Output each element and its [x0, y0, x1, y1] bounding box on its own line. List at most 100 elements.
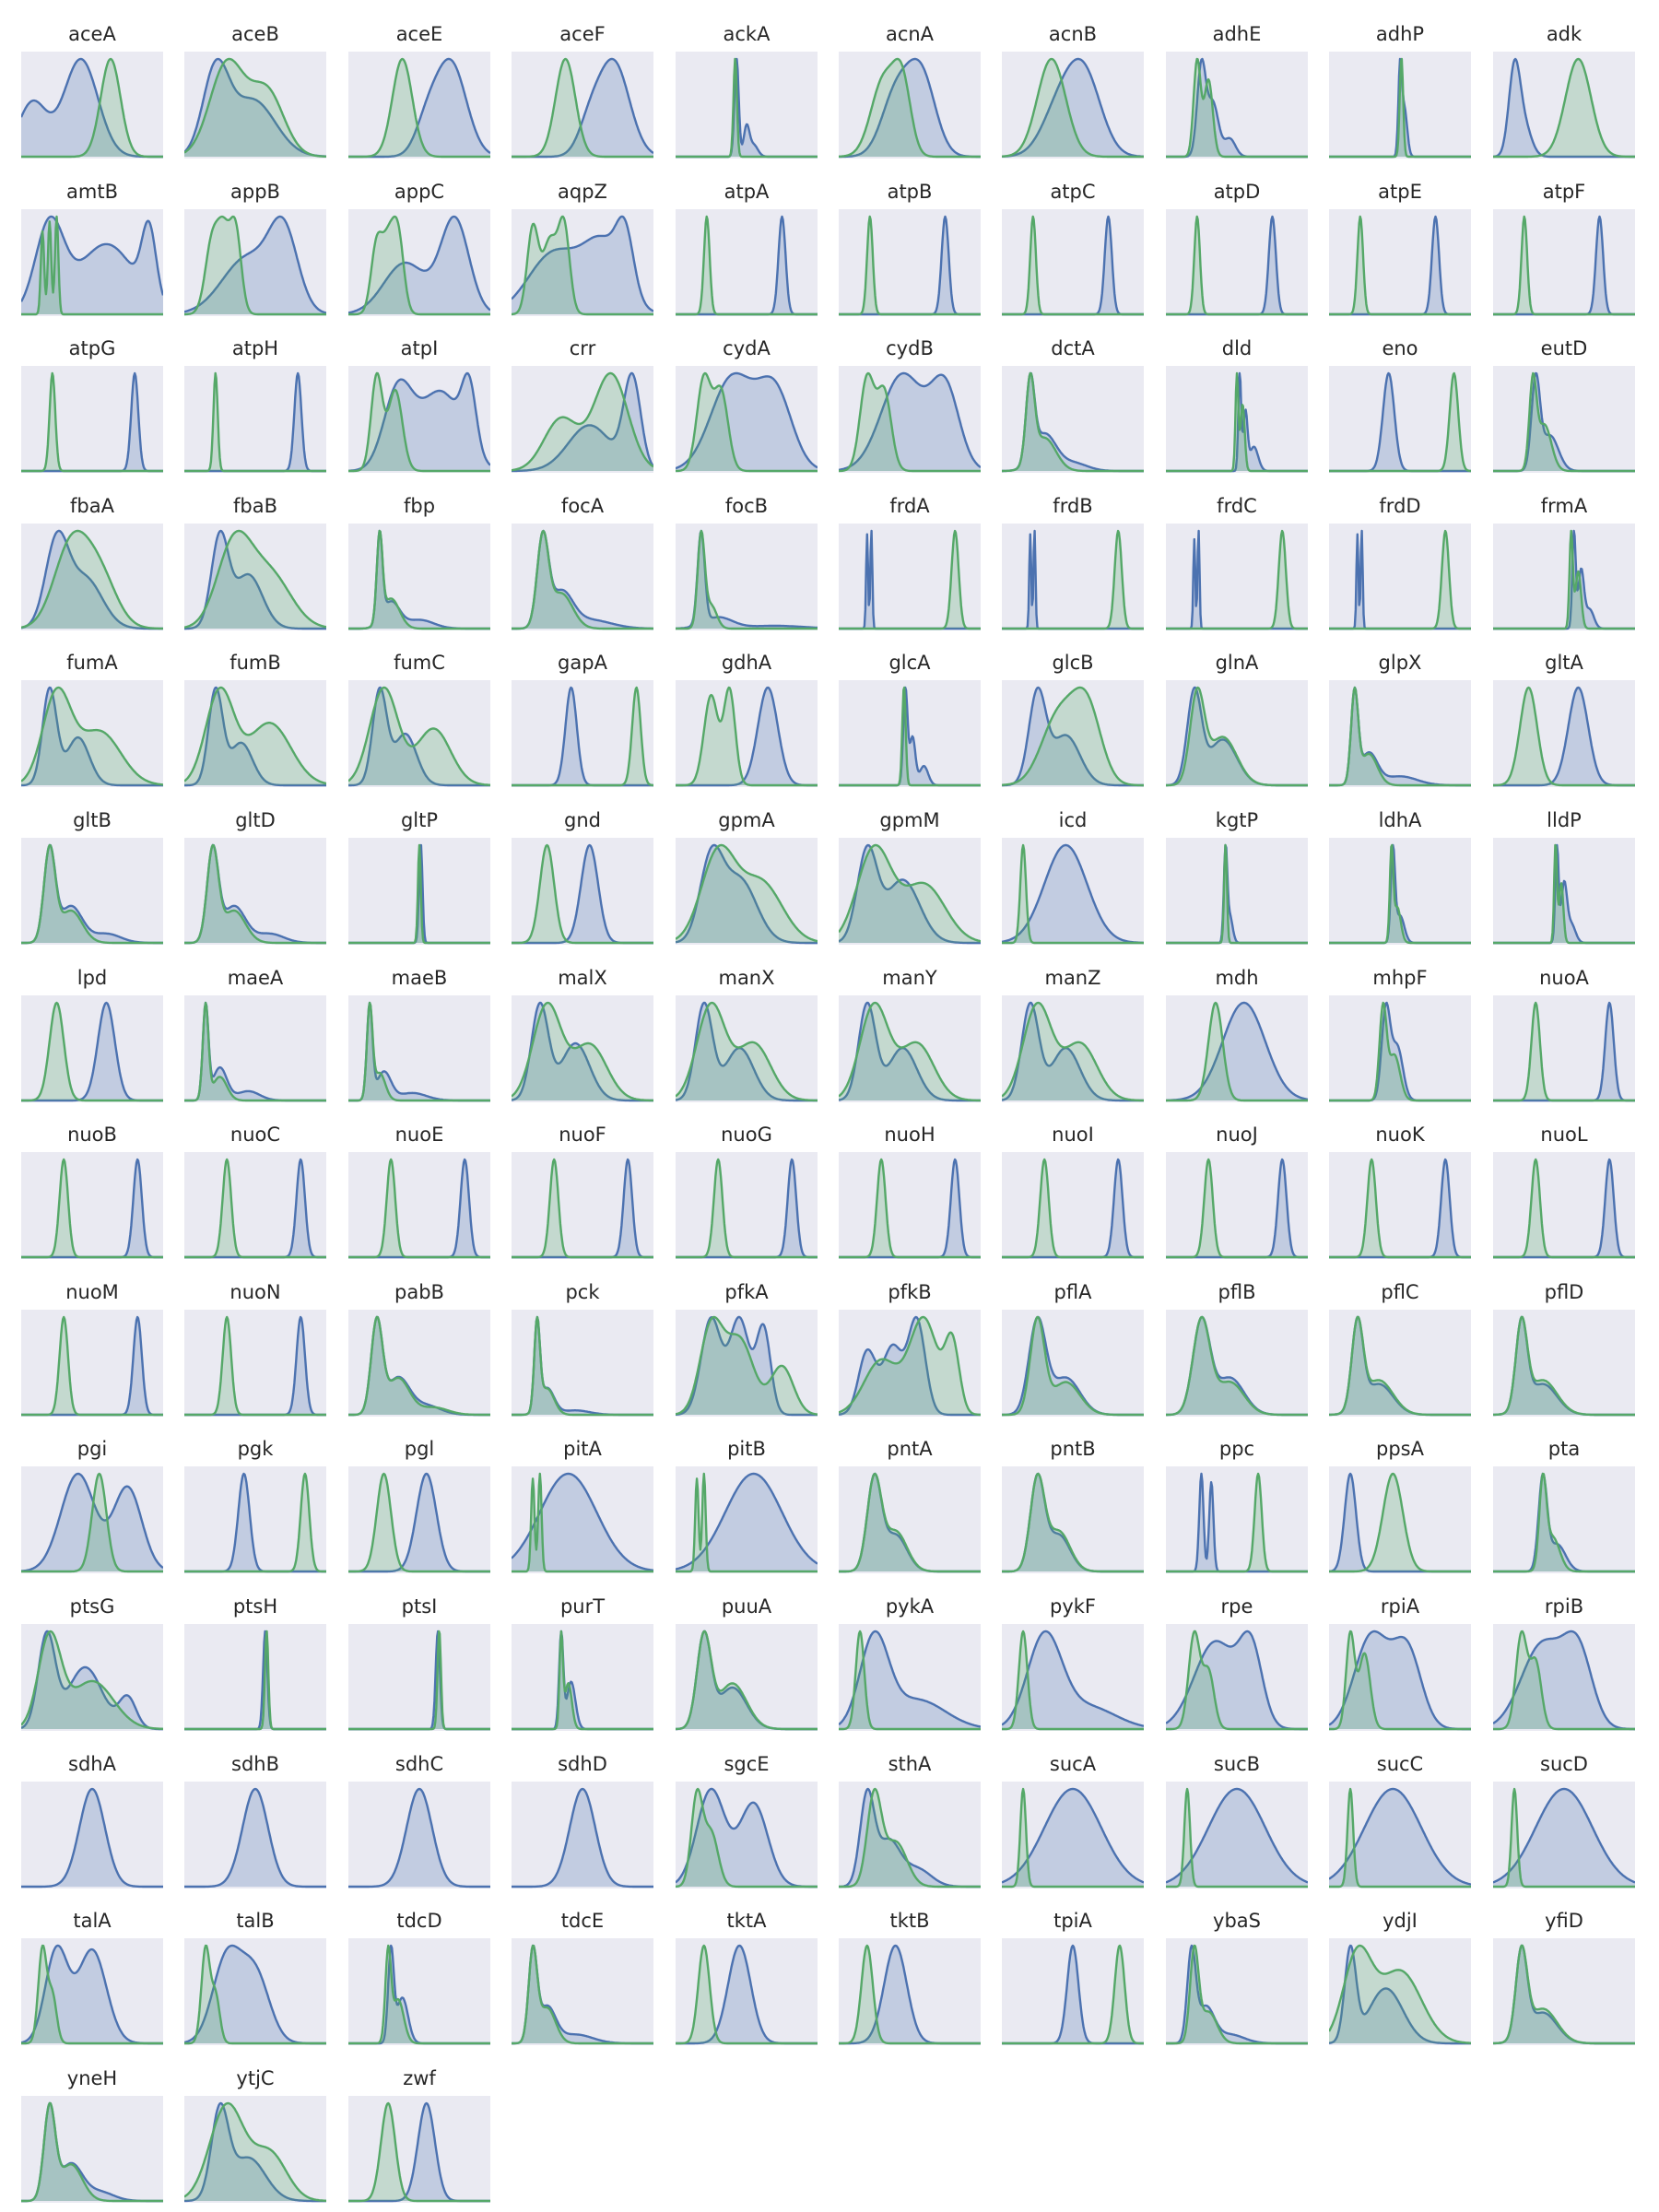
green-density-fill: [1166, 1631, 1308, 1729]
blue-density-fill: [184, 1159, 326, 1257]
density-plot-area: [839, 1466, 981, 1573]
blue-density-line: [1493, 1787, 1635, 1884]
panel-title: ptsH: [232, 1595, 278, 1618]
density-plot-area: [512, 1938, 653, 2045]
green-density-fill: [1166, 59, 1308, 157]
density-plot-area: [184, 1152, 326, 1259]
blue-density-fill: [348, 1789, 490, 1887]
blue-density-fill: [21, 373, 163, 471]
panel-title: nuoA: [1539, 967, 1589, 989]
blue-density-fill: [1002, 59, 1144, 157]
density-plot-area: [348, 2096, 490, 2203]
density-plot-area: [1166, 1624, 1308, 1731]
blue-density-line: [1002, 686, 1144, 787]
green-density-line: [512, 1001, 653, 1102]
density-plot-area: [1002, 524, 1144, 630]
panel-title: frdA: [889, 495, 930, 517]
blue-density-fill: [1329, 1159, 1471, 1257]
blue-density-fill: [1166, 688, 1308, 785]
green-density-line: [184, 1001, 326, 1102]
density-plot-area: [1002, 1310, 1144, 1417]
density-plot-area: [348, 1938, 490, 2045]
blue-density-fill: [348, 59, 490, 157]
density-panel-sucC: sucC: [1329, 1750, 1471, 1888]
green-density-fill: [1329, 1003, 1471, 1100]
density-plot-area: [348, 680, 490, 787]
blue-density-fill: [1493, 1003, 1635, 1100]
blue-density-line: [839, 371, 981, 471]
blue-density-fill: [676, 688, 818, 785]
panel-title: pflA: [1053, 1281, 1092, 1303]
density-panel-pgi: pgi: [21, 1435, 163, 1573]
density-plot-area: [1329, 1310, 1471, 1417]
plot-background: [512, 1782, 653, 1888]
blue-density-fill: [1493, 59, 1635, 157]
blue-density-fill: [1166, 531, 1308, 629]
blue-density-fill: [184, 373, 326, 471]
green-density-line: [1002, 1001, 1144, 1102]
plot-background: [676, 52, 818, 159]
density-panel-ptsH: ptsH: [184, 1593, 326, 1731]
plot-background: [348, 2096, 490, 2203]
density-panel-aceF: aceF: [512, 20, 653, 159]
panel-title: sgcE: [724, 1753, 770, 1775]
density-plot-area: [839, 838, 981, 945]
density-plot-area: [348, 366, 490, 473]
panel-title: zwf: [403, 2067, 436, 2089]
blue-density-fill: [348, 1317, 490, 1415]
blue-density-fill: [1166, 1159, 1308, 1257]
density-panel-mhpF: mhpF: [1329, 964, 1471, 1102]
blue-density-fill: [1166, 1474, 1308, 1571]
plot-background: [21, 2096, 163, 2203]
density-plot-area: [1166, 1466, 1308, 1573]
green-density-fill: [676, 1631, 818, 1729]
panel-title: talA: [73, 1910, 112, 1932]
plot-background: [1166, 838, 1308, 945]
panel-title: nuoJ: [1216, 1124, 1258, 1146]
density-plot-area: [1002, 1938, 1144, 2045]
density-plot-area: [184, 1466, 326, 1573]
density-plot-area: [1329, 995, 1471, 1102]
green-density-fill: [184, 59, 326, 157]
blue-density-fill: [1002, 1159, 1144, 1257]
density-plot-area: [184, 1938, 326, 2045]
green-density-line: [676, 57, 818, 159]
panel-title: lldP: [1547, 809, 1582, 831]
blue-density-line: [839, 1315, 981, 1417]
green-density-line: [1493, 215, 1635, 316]
density-plot-area: [1166, 1782, 1308, 1888]
green-density-line: [1166, 57, 1308, 159]
density-panel-tdcD: tdcD: [348, 1907, 490, 2045]
density-plot-area: [676, 52, 818, 159]
panel-title: sucC: [1376, 1753, 1424, 1775]
plot-background: [1166, 209, 1308, 316]
green-density-fill: [348, 2103, 490, 2201]
density-plot-area: [1493, 1152, 1635, 1259]
blue-density-fill: [839, 1159, 981, 1257]
blue-density-fill: [1166, 1789, 1308, 1887]
green-density-line: [839, 686, 981, 787]
density-panel-pntA: pntA: [839, 1435, 981, 1573]
density-panel-fumC: fumC: [348, 649, 490, 787]
green-density-line: [348, 1472, 490, 1573]
plot-background: [676, 1624, 818, 1731]
density-plot-area: [1329, 1938, 1471, 2045]
density-panel-atpH: atpH: [184, 335, 326, 473]
blue-density-line: [348, 371, 490, 472]
panel-title: aceF: [559, 23, 606, 45]
panel-title: nuoN: [229, 1281, 281, 1303]
green-density-line: [21, 2101, 163, 2203]
blue-density-line: [1002, 843, 1144, 945]
green-density-line: [839, 843, 981, 943]
blue-density-fill: [184, 1789, 326, 1887]
green-density-fill: [1166, 1946, 1308, 2043]
density-panel-malX: malX: [512, 964, 653, 1102]
green-density-line: [1493, 1944, 1635, 2045]
blue-density-fill: [676, 531, 818, 629]
green-density-line: [512, 57, 653, 159]
blue-density-fill: [676, 1789, 818, 1887]
green-density-fill: [21, 845, 163, 943]
panel-title: sdhB: [231, 1753, 279, 1775]
panel-title: atpG: [68, 337, 116, 359]
density-plot-area: [1002, 995, 1144, 1102]
